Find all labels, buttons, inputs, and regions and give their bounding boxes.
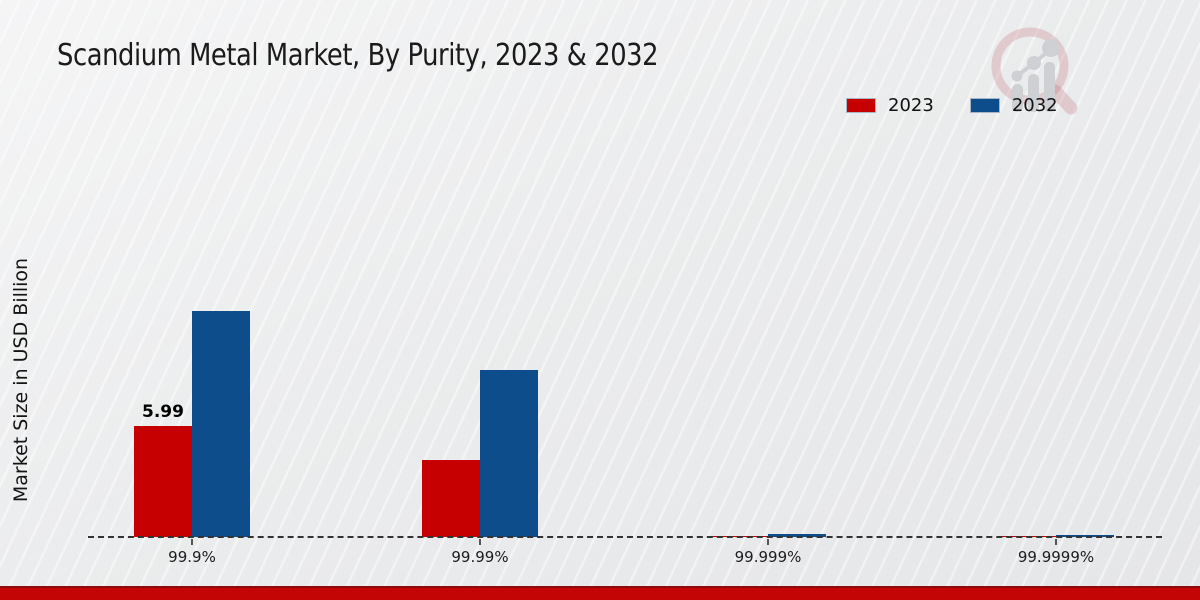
x-axis-tick xyxy=(479,539,481,545)
x-axis-category-label: 99.999% xyxy=(734,548,802,566)
x-axis-category-label: 99.9% xyxy=(168,548,216,566)
x-axis-tick xyxy=(1055,539,1057,545)
bar-value-label: 5.99 xyxy=(142,402,184,422)
bar-2023-99.99% xyxy=(422,460,480,537)
chart-title: Scandium Metal Market, By Purity, 2023 &… xyxy=(57,38,659,73)
legend: 2023 2032 xyxy=(846,95,1058,116)
legend-swatch-2023 xyxy=(846,98,876,113)
legend-label: 2023 xyxy=(888,95,934,116)
x-axis-tick xyxy=(191,539,193,545)
y-axis-title: Market Size in USD Billion xyxy=(10,257,32,503)
legend-swatch-2032 xyxy=(969,98,1000,113)
footer-accent-bar xyxy=(0,586,1200,600)
bar-2032-99.9% xyxy=(192,311,250,537)
legend-item-2032: 2032 xyxy=(969,95,1058,116)
x-axis-category-label: 99.9999% xyxy=(1017,548,1095,566)
x-axis-category-label: 99.99% xyxy=(451,548,509,566)
legend-item-2023: 2023 xyxy=(846,95,934,116)
bar-2032-99.99% xyxy=(480,370,538,537)
magnifier-growth-chart-logo-icon xyxy=(991,27,1078,115)
bar-2023-99.9% xyxy=(134,426,192,537)
legend-label: 2032 xyxy=(1011,95,1058,116)
x-axis-baseline xyxy=(88,536,1162,538)
bar-2032-99.999% xyxy=(768,534,826,537)
x-axis-tick xyxy=(767,539,769,545)
